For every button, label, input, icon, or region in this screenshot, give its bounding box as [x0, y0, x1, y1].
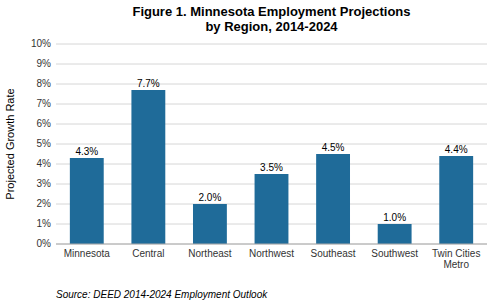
bar: [439, 156, 473, 244]
data-label: 4.5%: [322, 142, 345, 153]
bar: [255, 174, 289, 244]
text-line: Southwest: [371, 248, 418, 259]
x-tick-label: Northeast: [188, 248, 232, 259]
bar: [316, 154, 350, 244]
data-label: 1.0%: [383, 212, 406, 223]
data-label: 2.0%: [199, 192, 222, 203]
y-tick-label: 4%: [37, 158, 52, 169]
text-line: Metro: [443, 259, 469, 270]
bar: [193, 204, 227, 244]
text-line: Northeast: [188, 248, 232, 259]
y-axis-label: Projected Growth Rate: [4, 88, 16, 199]
x-tick-label: Northwest: [249, 248, 294, 259]
title: Figure 1. Minnesota Employment Projectio…: [132, 4, 410, 34]
x-tick-label: Central: [132, 248, 164, 259]
y-tick-label: 0%: [37, 238, 52, 249]
annotation: Source: DEED 2014-2024 Employment Outloo…: [56, 289, 268, 300]
y-tick-label: 8%: [37, 78, 52, 89]
grid-line: [56, 144, 487, 145]
y-tick-label: 2%: [37, 198, 52, 209]
y-tick-label: 1%: [37, 218, 52, 229]
data-label: 3.5%: [260, 162, 283, 173]
text-line: Southeast: [311, 248, 356, 259]
y-tick-label: 7%: [37, 98, 52, 109]
data-label: 4.3%: [75, 146, 98, 157]
bar: [70, 158, 104, 244]
y-tick-label: 3%: [37, 178, 52, 189]
y-tick-label: 5%: [37, 138, 52, 149]
data-label: 7.7%: [137, 78, 160, 89]
x-tick-label: Southeast: [311, 248, 356, 259]
grid-line: [56, 104, 487, 105]
y-tick-label: 10%: [31, 38, 51, 49]
text-line: Twin Cities: [432, 248, 480, 259]
x-tick-label: Twin CitiesMetro: [432, 248, 480, 270]
grid-line: [56, 244, 487, 245]
grid-line: [56, 84, 487, 85]
text-line: Figure 1. Minnesota Employment Projectio…: [132, 4, 410, 19]
y-tick-label: 9%: [37, 58, 52, 69]
grid-line: [56, 64, 487, 65]
text-line: Central: [132, 248, 164, 259]
x-axis-line: [56, 244, 487, 245]
bar: [131, 90, 165, 244]
chart: 0% 1% 2% 3% 4% 5% 6% 7% 8% 9% 10% 4.3% 7.7% 2.0% 3.5% 4…: [0, 0, 497, 307]
background: [0, 0, 497, 307]
grid-line: [56, 44, 487, 45]
grid-line: [56, 124, 487, 125]
text-line: by Region, 2014-2024: [205, 19, 338, 34]
x-tick-label: Minnesota: [64, 248, 111, 259]
text-line: Northwest: [249, 248, 294, 259]
y-tick-label: 6%: [37, 118, 52, 129]
x-tick-label: Southwest: [371, 248, 418, 259]
bars: [70, 90, 473, 244]
text-line: Minnesota: [64, 248, 111, 259]
data-label: 4.4%: [445, 144, 468, 155]
bar: [378, 224, 412, 244]
grid: [56, 44, 487, 244]
